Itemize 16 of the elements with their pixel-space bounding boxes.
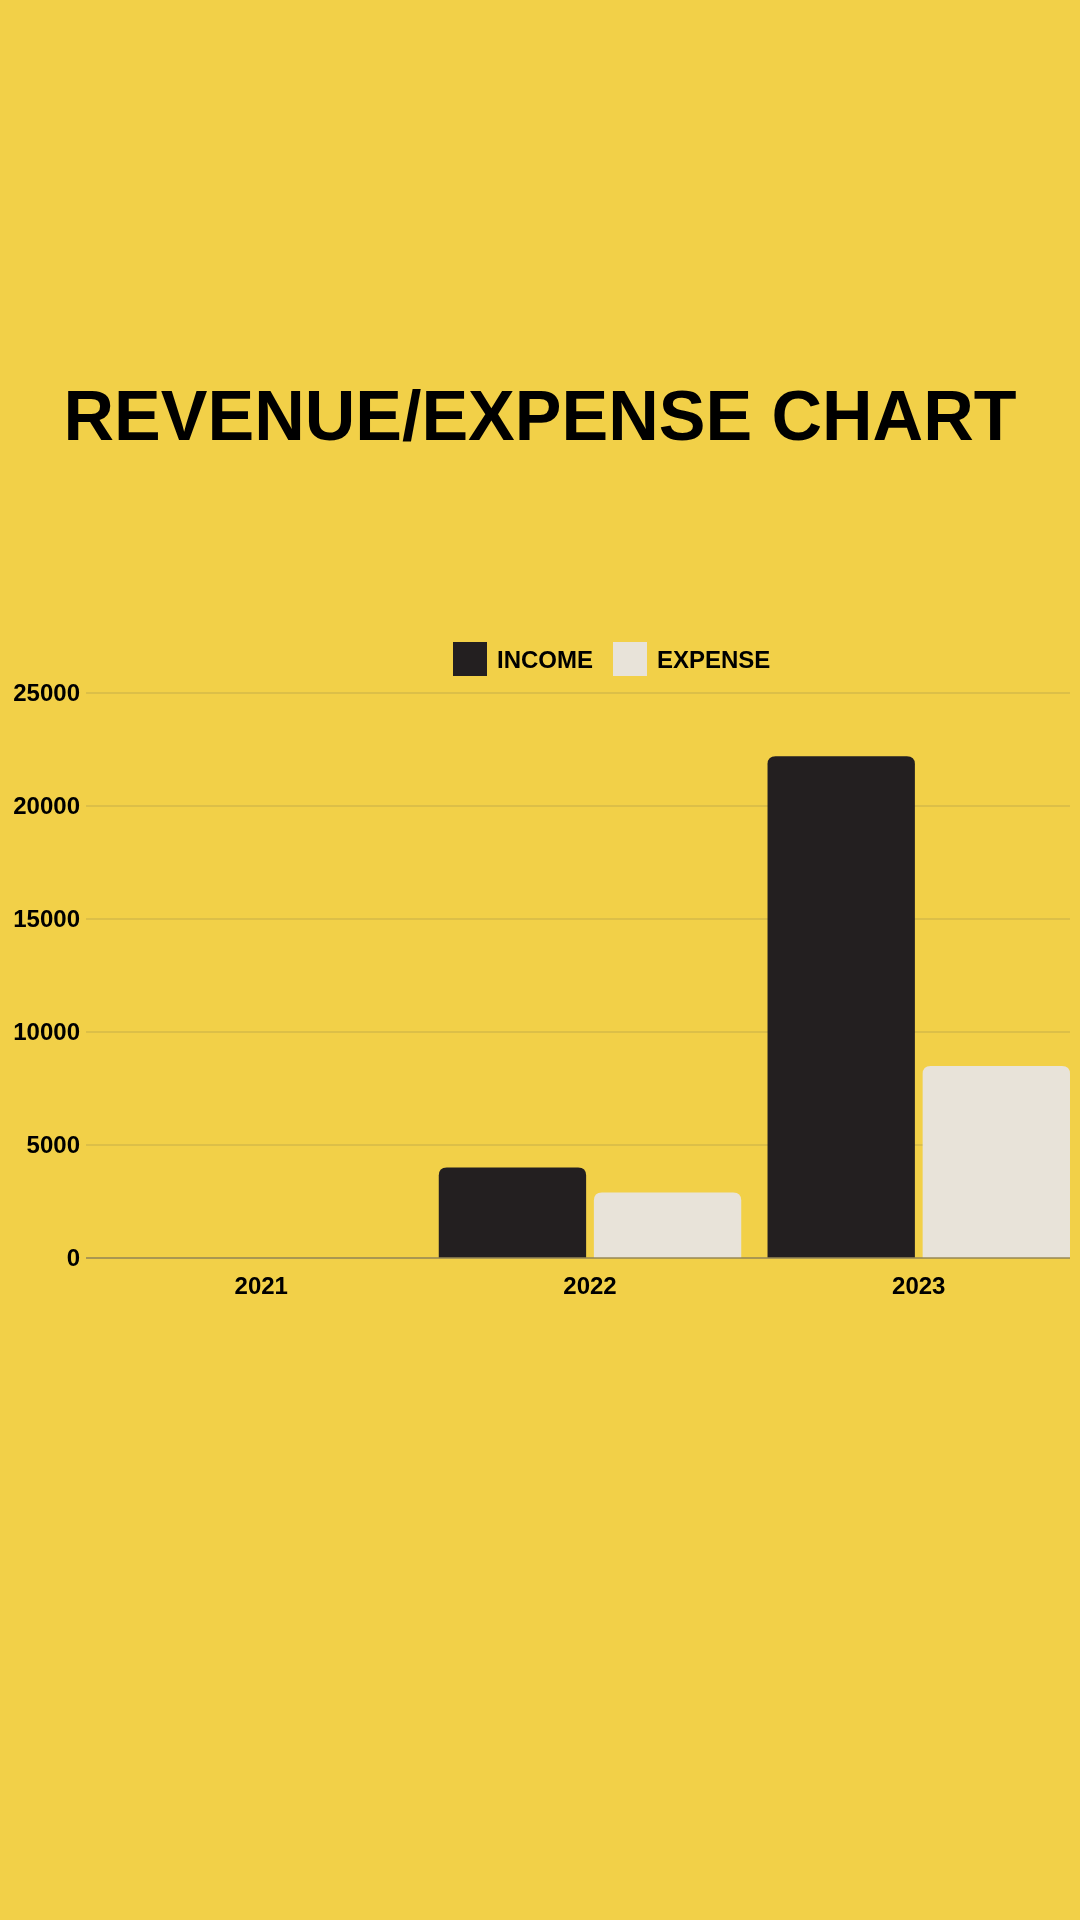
y-tick-label: 10000 (13, 1018, 80, 1045)
legend-label: EXPENSE (657, 646, 771, 673)
bar (767, 756, 915, 1258)
x-tick-label: 2023 (892, 1272, 946, 1299)
bar (593, 1192, 742, 1258)
y-tick-label: 25000 (13, 679, 80, 706)
y-tick-label: 15000 (13, 905, 80, 932)
y-tick-label: 0 (66, 1244, 80, 1271)
y-tick-label: 20000 (13, 792, 80, 819)
chart-title: REVENUE/EXPENSE CHART (63, 377, 1017, 455)
bar (922, 1065, 1070, 1258)
x-tick-label: 2022 (563, 1272, 617, 1299)
y-tick-label: 5000 (26, 1131, 80, 1158)
bar (438, 1167, 587, 1258)
x-tick-label: 2021 (234, 1272, 288, 1299)
legend-label: INCOME (497, 646, 593, 673)
